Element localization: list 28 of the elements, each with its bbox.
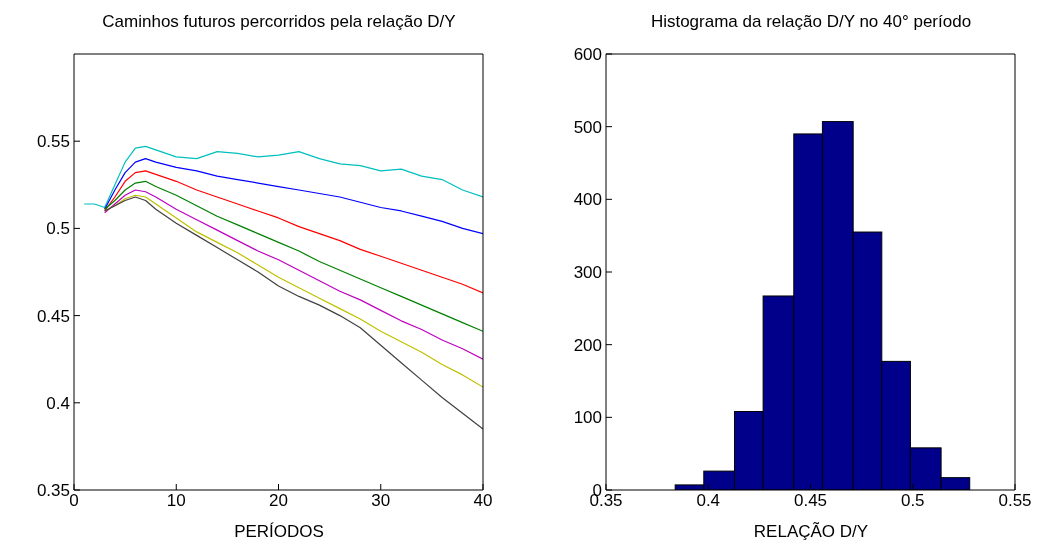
line-series [104, 189, 483, 360]
x-axis-title: PERÍODOS [233, 522, 325, 542]
chart-title: Histograma da relação D/Y no 40° período [649, 12, 973, 32]
y-tick-label: 0.55 [36, 132, 70, 152]
x-axis-title: RELAÇÃO D/Y [752, 522, 870, 542]
y-tick-label: 100 [573, 408, 602, 428]
y-tick-label: 500 [573, 117, 602, 137]
x-tick-label: 0.4 [696, 491, 721, 511]
y-tick-label: 200 [573, 335, 602, 355]
line-series [104, 170, 483, 294]
y-tick-label: 300 [573, 263, 602, 283]
line-series [104, 158, 483, 235]
y-tick-label: 600 [573, 45, 602, 65]
x-tick-label: 10 [166, 491, 186, 511]
y-tick-label: 0.5 [46, 219, 70, 239]
x-tick-label: 40 [473, 491, 493, 511]
x-tick-label: 0.55 [998, 491, 1032, 511]
y-tick-label: 0.4 [46, 393, 70, 413]
line-series [83, 145, 483, 209]
x-tick-label: 0.5 [900, 491, 925, 511]
x-tick-label: 30 [371, 491, 391, 511]
chart-title: Caminhos futuros percorridos pela relação D/Y [101, 12, 457, 32]
line-series [104, 180, 483, 332]
x-tick-label: 0.45 [793, 491, 828, 511]
y-tick-label: 0.45 [36, 306, 70, 326]
x-tick-label: 20 [269, 491, 288, 511]
line-series [104, 196, 483, 430]
y-tick-label: 400 [573, 190, 602, 210]
